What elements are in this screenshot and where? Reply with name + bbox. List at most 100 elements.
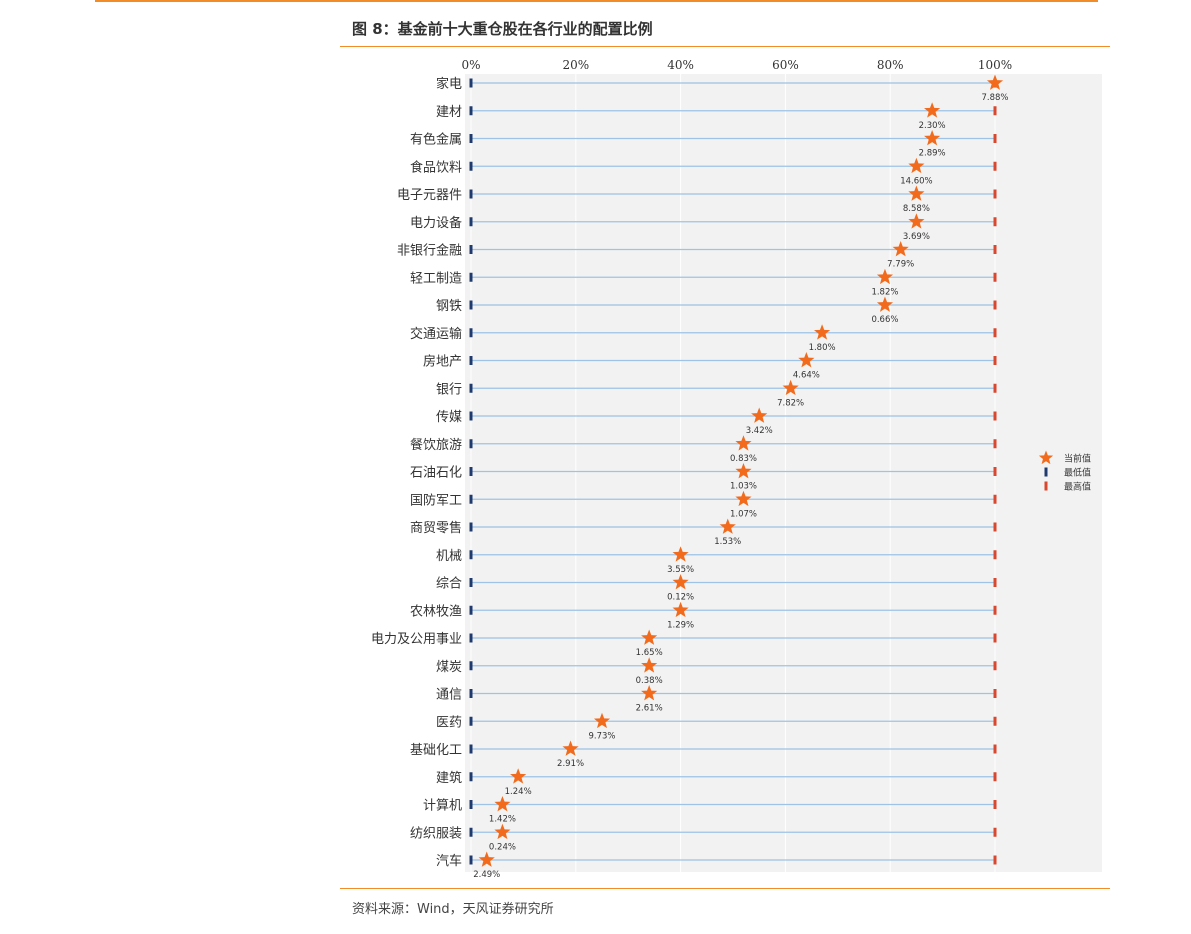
current-star-icon: [510, 768, 527, 784]
current-star-icon: [719, 518, 736, 534]
legend-min-icon: [1044, 467, 1048, 477]
current-star-icon: [641, 657, 658, 673]
legend-label: 最高值: [1064, 481, 1091, 493]
min-marker: [469, 272, 473, 282]
value-label: 1.82%: [871, 287, 898, 297]
min-marker: [469, 716, 473, 726]
max-marker: [993, 661, 997, 671]
current-star-icon: [494, 823, 511, 840]
min-marker: [469, 439, 473, 449]
category-label: 钢铁: [436, 299, 462, 314]
category-label: 商贸零售: [410, 520, 462, 536]
max-marker: [993, 605, 997, 615]
max-marker: [993, 300, 997, 310]
row-7: 非银行金融 7.79%: [397, 241, 997, 270]
row-28: 纺织服装 0.24%: [410, 823, 997, 852]
current-star-icon: [876, 268, 894, 285]
top-accent-rule: [95, 0, 1098, 2]
value-label: 2.91%: [557, 759, 584, 769]
current-star-icon: [924, 130, 941, 146]
max-marker: [993, 494, 997, 504]
row-17: 商贸零售 1.53%: [410, 518, 997, 547]
max-marker: [993, 217, 997, 227]
min-marker: [469, 550, 473, 560]
category-label: 机械: [436, 549, 462, 564]
max-marker: [993, 245, 997, 254]
current-star-icon: [672, 601, 689, 618]
value-label: 1.29%: [667, 620, 694, 630]
category-label: 银行: [436, 382, 462, 397]
min-marker: [469, 800, 473, 809]
min-marker: [469, 827, 473, 837]
row-12: 银行 7.82%: [436, 379, 997, 408]
category-label: 房地产: [423, 354, 462, 370]
value-label: 1.53%: [714, 537, 741, 547]
row-23: 通信 2.61%: [436, 685, 997, 714]
min-marker: [469, 356, 473, 365]
row-27: 计算机 1.42%: [423, 796, 997, 825]
max-marker: [993, 633, 997, 643]
legend-item-2: 最低值: [1044, 467, 1091, 479]
min-marker: [469, 134, 473, 143]
current-star-icon: [908, 185, 925, 201]
current-star-icon: [562, 740, 579, 756]
max-marker: [993, 106, 997, 116]
row-19: 综合 0.12%: [436, 574, 997, 603]
title-divider: [340, 46, 1110, 47]
max-marker: [993, 383, 997, 393]
legend-star-icon: [1038, 450, 1054, 465]
min-marker: [469, 494, 473, 504]
max-marker: [993, 800, 997, 809]
current-star-icon: [798, 352, 815, 368]
category-label: 计算机: [423, 799, 462, 814]
min-marker: [469, 744, 473, 754]
max-marker: [993, 522, 997, 532]
row-9: 钢铁 0.66%: [436, 296, 997, 325]
source-divider: [340, 888, 1110, 889]
x-tick-label: 0%: [461, 58, 480, 72]
current-star-icon: [593, 712, 611, 729]
figure-title: 图 8：基金前十大重仓股在各行业的配置比例: [352, 20, 653, 38]
value-label: 2.61%: [636, 704, 663, 714]
category-label: 电子元器件: [397, 188, 462, 203]
category-label: 有色金属: [410, 132, 462, 148]
row-24: 医药 9.73%: [436, 712, 997, 741]
value-label: 3.69%: [903, 232, 930, 242]
row-6: 电力设备 3.69%: [410, 213, 997, 242]
category-label: 电力及公用事业: [371, 632, 462, 647]
min-marker: [469, 189, 473, 199]
category-label: 电力设备: [410, 215, 462, 231]
max-marker: [993, 272, 997, 282]
value-label: 2.30%: [919, 121, 946, 131]
row-14: 餐饮旅游 0.83%: [410, 435, 997, 464]
max-marker: [993, 550, 997, 560]
category-label: 煤炭: [436, 660, 462, 675]
x-axis-ticks: 0% 20% 40% 60% 80% 100%: [461, 58, 1012, 72]
min-marker: [469, 217, 473, 227]
row-3: 有色金属 2.89%: [410, 130, 997, 159]
min-marker: [469, 328, 473, 338]
legend-item-3: 最高值: [1044, 481, 1091, 493]
category-label: 建材: [436, 105, 462, 120]
category-label: 非银行金融: [397, 243, 462, 259]
min-marker: [469, 522, 473, 532]
value-label: 1.24%: [505, 787, 532, 797]
chart-rows: 家电 7.88% 建材 2.30% 有色金属 2.89% 食品饮料 14.60% 电子元器件 8.…: [371, 74, 1009, 880]
category-label: 交通运输: [410, 326, 462, 342]
min-marker: [469, 661, 473, 671]
value-label: 9.73%: [588, 731, 615, 741]
min-marker: [469, 300, 473, 310]
current-star-icon: [751, 407, 768, 423]
row-8: 轻工制造 1.82%: [410, 268, 997, 297]
max-marker: [993, 439, 997, 449]
category-label: 汽车: [436, 853, 462, 869]
min-marker: [469, 772, 473, 782]
max-marker: [993, 161, 997, 171]
value-label: 4.64%: [793, 371, 820, 381]
min-marker: [469, 78, 473, 88]
min-marker: [469, 578, 473, 587]
row-2: 建材 2.30%: [436, 102, 997, 131]
row-11: 房地产 4.64%: [423, 352, 997, 381]
current-star-icon: [782, 379, 799, 396]
